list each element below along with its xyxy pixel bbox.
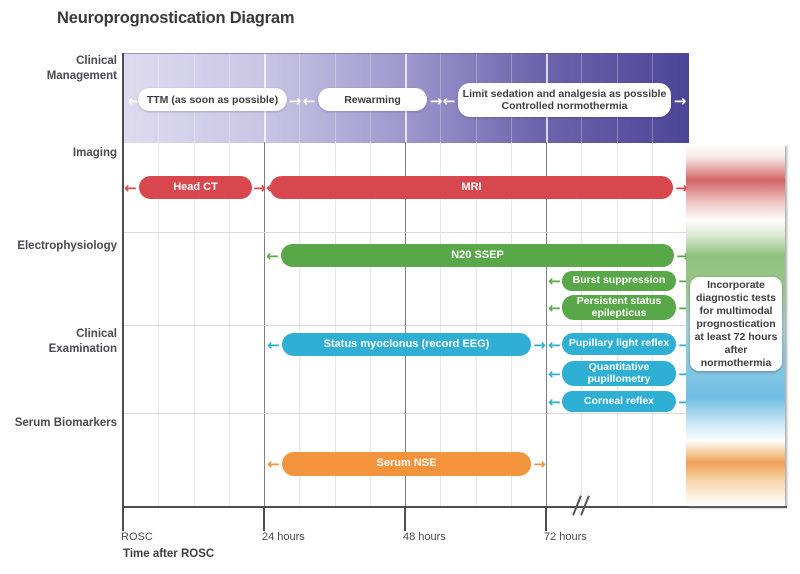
arrow-right-icon: → xyxy=(429,92,443,110)
x-axis-line xyxy=(122,506,787,508)
bar-pupillary-light-reflex-label: Pupillary light reflex xyxy=(568,337,670,350)
section-divider xyxy=(123,325,686,326)
bar-pupillary-light-reflex: Pupillary light reflex xyxy=(562,333,676,355)
pill-ttm: TTM (as soon as possible) xyxy=(138,88,287,111)
y-axis-line xyxy=(122,53,124,507)
pill-rewarming-label: Rewarming xyxy=(344,93,401,106)
section-divider xyxy=(123,413,686,414)
bar-status-myoclonus-label: Status myoclonus (record EEG) xyxy=(323,337,490,350)
bar-mri: MRI xyxy=(270,176,673,199)
bar-mri-label: MRI xyxy=(461,180,482,193)
arrow-right-icon: → xyxy=(673,92,687,110)
pill-rewarming: Rewarming xyxy=(318,88,427,111)
minor-gridline xyxy=(652,142,653,506)
bar-persistent-status-epilepticus-label: Persistent status epilepticus xyxy=(576,295,662,319)
arrow-left-icon: ← xyxy=(548,272,561,290)
section-divider xyxy=(123,232,686,233)
arrow-left-icon: ← xyxy=(127,92,141,110)
row-label-imaging: Imaging xyxy=(72,147,117,159)
minor-gridline xyxy=(299,142,300,506)
tick-72h xyxy=(545,506,547,531)
arrow-right-icon: → xyxy=(288,92,302,110)
minor-gridline xyxy=(229,142,230,506)
arrow-right-icon: → xyxy=(253,179,266,197)
tick-rosc xyxy=(122,506,124,531)
pill-ttm-label: TTM (as soon as possible) xyxy=(146,93,279,106)
arrow-left-icon: ← xyxy=(267,336,280,354)
arrow-left-icon: ← xyxy=(548,365,561,383)
bar-corneal-reflex-label: Corneal reflex xyxy=(583,394,655,407)
arrow-left-icon: ← xyxy=(548,336,561,354)
clinical-management-band: ← TTM (as soon as possible) → ← Rewarmin… xyxy=(123,53,689,143)
axis-tick-label-rosc: ROSC xyxy=(121,531,153,543)
row-label-clinical-examination: Clinical Examination xyxy=(48,328,117,355)
pill-limit-sedation-line2: Controlled normothermia xyxy=(501,100,628,112)
pill-limit-sedation: Limit sedation and analgesia as possible… xyxy=(458,83,671,117)
minor-gridline xyxy=(194,142,195,506)
arrow-right-icon: → xyxy=(533,455,546,473)
x-axis-title: Time after ROSC xyxy=(123,548,215,560)
bar-status-myoclonus: Status myoclonus (record EEG) xyxy=(282,333,531,356)
bar-quantitative-pupillometry: Quantitative pupillometry xyxy=(562,361,676,386)
major-gridline-72h xyxy=(546,142,548,506)
arrow-right-icon: → xyxy=(533,336,546,354)
arrow-right-icon: → xyxy=(675,179,688,197)
arrow-left-icon: ← xyxy=(548,299,561,317)
minor-gridline xyxy=(440,54,441,143)
bar-quantitative-pupillometry-label: Quantitative pupillometry xyxy=(587,361,651,385)
major-gridline-24h xyxy=(264,142,266,506)
minor-gridline xyxy=(335,142,336,506)
bar-corneal-reflex: Corneal reflex xyxy=(562,391,676,412)
minor-gridline xyxy=(299,54,300,143)
bar-burst-suppression-label: Burst suppression xyxy=(572,274,666,287)
bar-n20-ssep: N20 SSEP xyxy=(281,244,674,267)
page-title: Neuroprognostication Diagram xyxy=(57,9,295,27)
arrow-left-icon: ← xyxy=(267,455,280,473)
bar-n20-ssep-label: N20 SSEP xyxy=(451,248,504,261)
arrow-right-icon: → xyxy=(676,247,689,265)
arrow-left-icon: ← xyxy=(302,92,316,110)
bar-serum-nse: Serum NSE xyxy=(282,452,531,476)
bar-head-ct-label: Head CT xyxy=(173,180,218,193)
axis-tick-label-48h: 48 hours xyxy=(403,531,446,543)
arrow-left-icon: ← xyxy=(548,393,561,411)
tick-24h xyxy=(263,506,265,531)
minor-gridline xyxy=(476,142,477,506)
minor-gridline xyxy=(370,142,371,506)
arrow-left-icon: ← xyxy=(124,179,137,197)
tick-48h xyxy=(404,506,406,531)
axis-tick-label-72h: 72 hours xyxy=(544,531,587,543)
row-label-clinical-management: Clinical Management xyxy=(46,55,117,82)
pill-limit-sedation-line1: Limit sedation and analgesia as possible xyxy=(462,88,667,100)
row-label-electrophysiology: Electrophysiology xyxy=(17,240,117,252)
axis-tick-label-24h: 24 hours xyxy=(262,531,305,543)
minor-gridline xyxy=(581,142,582,506)
row-label-serum-biomarkers: Serum Biomarkers xyxy=(14,417,117,429)
minor-gridline xyxy=(158,142,159,506)
bar-head-ct: Head CT xyxy=(139,176,252,199)
minor-gridline xyxy=(511,142,512,506)
minor-gridline xyxy=(440,142,441,506)
arrow-left-icon: ← xyxy=(266,247,279,265)
callout-box: Incorporate diagnostic tests for multimo… xyxy=(690,277,782,371)
minor-gridline xyxy=(617,142,618,506)
callout-text: Incorporate diagnostic tests for multimo… xyxy=(694,278,778,369)
bar-serum-nse-label: Serum NSE xyxy=(376,457,437,470)
bar-burst-suppression: Burst suppression xyxy=(562,271,676,291)
bar-persistent-status-epilepticus: Persistent status epilepticus xyxy=(562,295,676,320)
arrow-left-icon: ← xyxy=(442,92,456,110)
major-gridline-48h xyxy=(405,142,407,506)
